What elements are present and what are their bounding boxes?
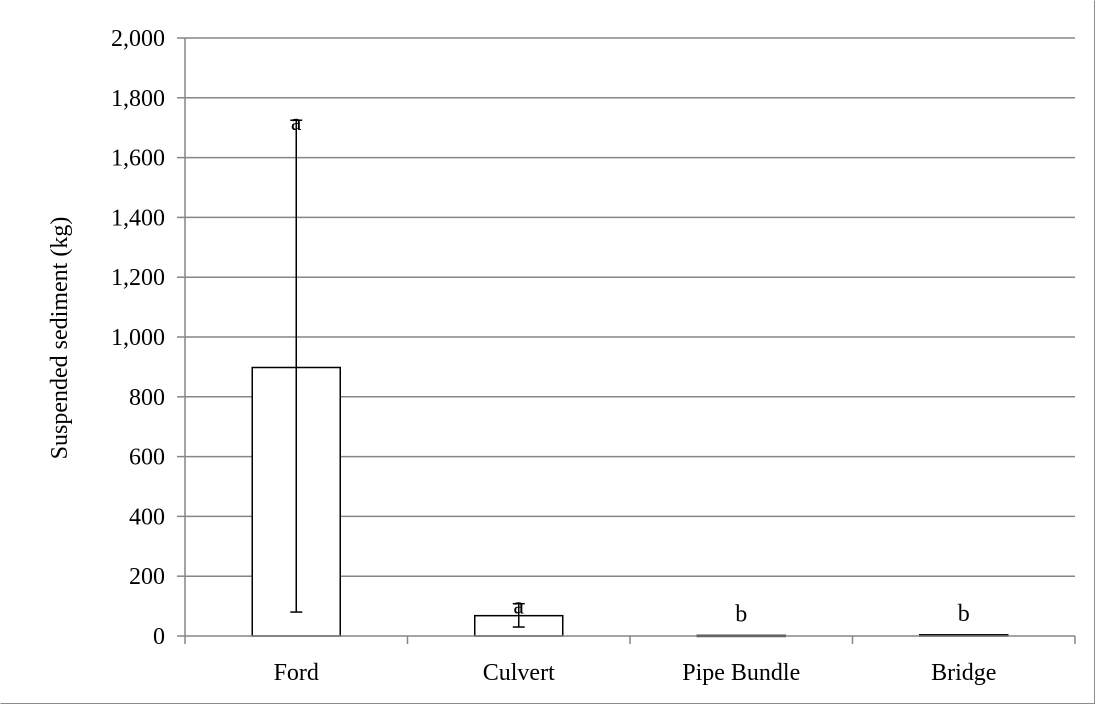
y-axis-tick-labels: 0 200 400 600 800 1,000 1,200 1,400 1,600 1,800 2,… <box>111 26 165 650</box>
y-tick-label: 400 <box>129 504 165 530</box>
significance-letter: b <box>958 601 970 627</box>
y-tick-label: 200 <box>129 564 165 590</box>
y-tick-label: 0 <box>153 624 165 650</box>
y-axis-title: Suspended sediment (kg) <box>47 217 73 460</box>
y-tick-label: 1,800 <box>111 86 165 112</box>
x-category-label: Pipe Bundle <box>682 660 800 686</box>
bars <box>251 366 1009 638</box>
x-category-label: Ford <box>274 660 319 686</box>
y-tick-label: 600 <box>129 445 165 471</box>
y-tick-label: 1,400 <box>111 205 165 231</box>
x-axis-category-labels: Ford Culvert Pipe Bundle Bridge <box>274 660 997 686</box>
y-tick-label: 1,200 <box>111 265 165 291</box>
y-tick-label: 2,000 <box>111 26 165 52</box>
x-axis <box>184 635 1076 644</box>
y-tick-label: 800 <box>129 385 165 411</box>
x-category-label: Bridge <box>931 660 996 686</box>
significance-letter: a <box>291 110 302 136</box>
y-tick-label: 1,600 <box>111 146 165 172</box>
error-bars <box>290 119 525 628</box>
significance-letters: a a b b <box>291 110 970 627</box>
significance-letter: b <box>735 601 747 627</box>
significance-letter: a <box>513 594 524 620</box>
x-category-label: Culvert <box>483 660 555 686</box>
y-tick-label: 1,000 <box>111 325 165 351</box>
